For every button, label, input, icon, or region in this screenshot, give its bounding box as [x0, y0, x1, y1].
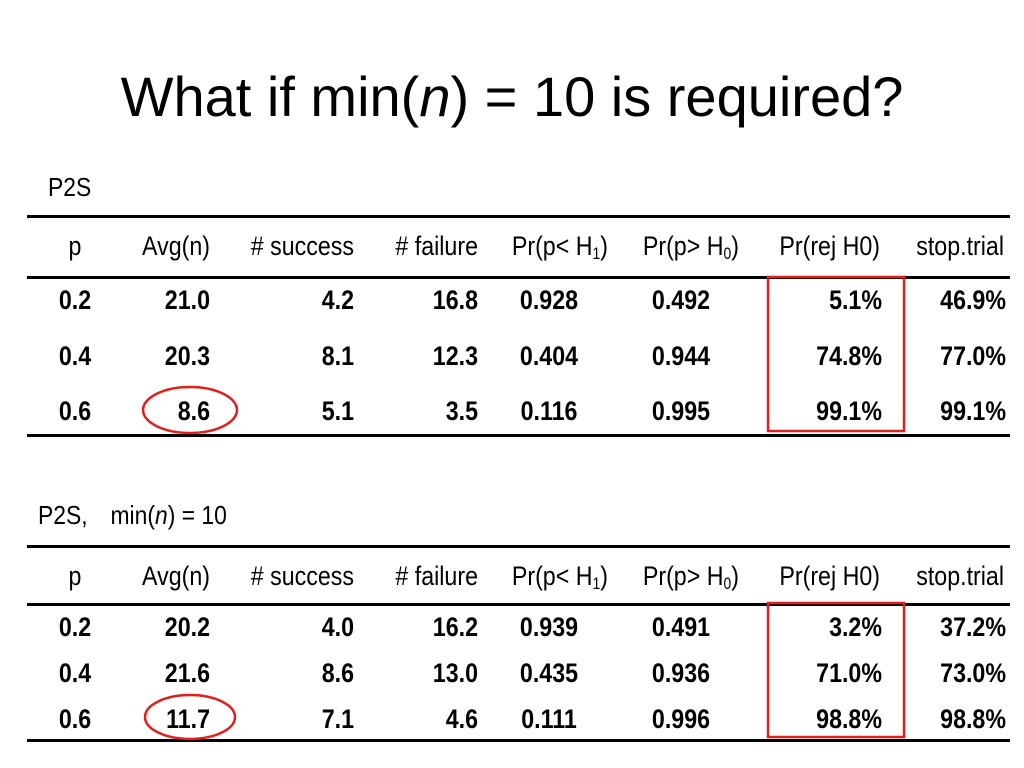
- header-stop-trial: stop.trial: [916, 561, 1004, 591]
- cell-avg-n: 11.7: [166, 704, 210, 734]
- header-pr-gt-h0: Pr(p> H0): [642, 231, 739, 264]
- cell-avg-n: 8.6: [177, 396, 210, 426]
- header-pr-rej-h0: Pr(rej H0): [779, 561, 880, 591]
- cell-failure: 16.8: [432, 285, 478, 315]
- cell-pr-lt-h1: 0.116: [520, 396, 578, 426]
- table-bottom-rule: [27, 739, 1010, 742]
- header-avg-n: Avg(n): [142, 561, 210, 591]
- cell-pr-gt-h0: 0.491: [651, 612, 711, 642]
- cell-failure: 12.3: [432, 341, 478, 371]
- cell-avg-n: 21.0: [164, 285, 210, 315]
- cell-pr-rej-h0: 74.8%: [816, 341, 882, 371]
- header-success: # success: [250, 231, 354, 261]
- title-italic-n: n: [419, 65, 451, 128]
- table-header-rule: [27, 276, 1010, 279]
- cell-stop-trial: 99.1%: [940, 396, 1006, 426]
- cell-p: 0.2: [58, 285, 92, 315]
- cell-pr-rej-h0: 98.8%: [816, 704, 882, 734]
- header-success: # success: [250, 561, 354, 591]
- cell-p: 0.6: [58, 704, 92, 734]
- cell-failure: 16.2: [432, 612, 478, 642]
- table-caption: P2S, min(n) = 10: [38, 500, 227, 531]
- caption-min: min(: [110, 500, 155, 530]
- cell-pr-lt-h1: 0.435: [519, 658, 579, 688]
- cell-pr-lt-h1: 0.928: [519, 285, 579, 315]
- cell-pr-rej-h0: 5.1%: [829, 285, 882, 315]
- title-text-end: ) = 10 is required?: [450, 65, 904, 128]
- cell-pr-rej-h0: 99.1%: [816, 396, 882, 426]
- cell-pr-gt-h0: 0.995: [651, 396, 711, 426]
- cell-pr-gt-h0: 0.944: [651, 341, 711, 371]
- title-text-start: What if min(: [120, 65, 420, 128]
- table-bottom-rule: [27, 434, 1010, 437]
- cell-pr-lt-h1: 0.939: [519, 612, 579, 642]
- cell-success: 8.1: [321, 341, 354, 371]
- cell-p: 0.4: [58, 341, 92, 371]
- caption-equals: ) = 10: [167, 500, 227, 530]
- cell-stop-trial: 77.0%: [940, 341, 1006, 371]
- cell-p: 0.4: [58, 658, 92, 688]
- header-avg-n: Avg(n): [142, 231, 210, 261]
- cell-failure: 4.6: [445, 704, 478, 734]
- table-caption: P2S: [48, 172, 91, 203]
- cell-success: 4.2: [321, 285, 354, 315]
- cell-pr-lt-h1: 0.404: [519, 341, 579, 371]
- cell-pr-gt-h0: 0.492: [651, 285, 711, 315]
- cell-pr-gt-h0: 0.996: [651, 704, 711, 734]
- cell-stop-trial: 37.2%: [940, 612, 1006, 642]
- caption-italic-n: n: [154, 500, 168, 530]
- cell-avg-n: 20.3: [164, 341, 210, 371]
- cell-stop-trial: 73.0%: [940, 658, 1006, 688]
- header-stop-trial: stop.trial: [916, 231, 1004, 261]
- cell-p: 0.2: [58, 612, 92, 642]
- header-pr-gt-h0: Pr(p> H0): [642, 561, 739, 594]
- cell-avg-n: 20.2: [164, 612, 210, 642]
- cell-stop-trial: 46.9%: [940, 285, 1006, 315]
- header-failure: # failure: [395, 561, 478, 591]
- cell-failure: 13.0: [432, 658, 478, 688]
- cell-success: 7.1: [321, 704, 354, 734]
- cell-success: 8.6: [321, 658, 354, 688]
- caption-label: P2S,: [38, 500, 88, 530]
- header-pr-lt-h1: Pr(p< H1): [511, 561, 608, 594]
- header-pr-rej-h0: Pr(rej H0): [779, 231, 880, 261]
- table-header-rule: [27, 603, 1010, 606]
- cell-pr-gt-h0: 0.936: [651, 658, 711, 688]
- header-p: p: [68, 561, 82, 591]
- cell-success: 4.0: [321, 612, 354, 642]
- cell-avg-n: 21.6: [164, 658, 210, 688]
- header-failure: # failure: [395, 231, 478, 261]
- cell-pr-lt-h1: 0.111: [521, 704, 577, 734]
- cell-p: 0.6: [58, 396, 92, 426]
- caption-label: P2S: [48, 172, 92, 202]
- cell-stop-trial: 98.8%: [940, 704, 1006, 734]
- table-top-rule: [27, 215, 1010, 218]
- cell-pr-rej-h0: 3.2%: [829, 612, 882, 642]
- header-pr-lt-h1: Pr(p< H1): [511, 231, 608, 264]
- cell-failure: 3.5: [445, 396, 478, 426]
- cell-success: 5.1: [321, 396, 354, 426]
- header-p: p: [68, 231, 82, 261]
- slide-title: What if min(n) = 10 is required?: [0, 62, 1024, 132]
- cell-pr-rej-h0: 71.0%: [816, 658, 882, 688]
- table-top-rule: [27, 545, 1010, 548]
